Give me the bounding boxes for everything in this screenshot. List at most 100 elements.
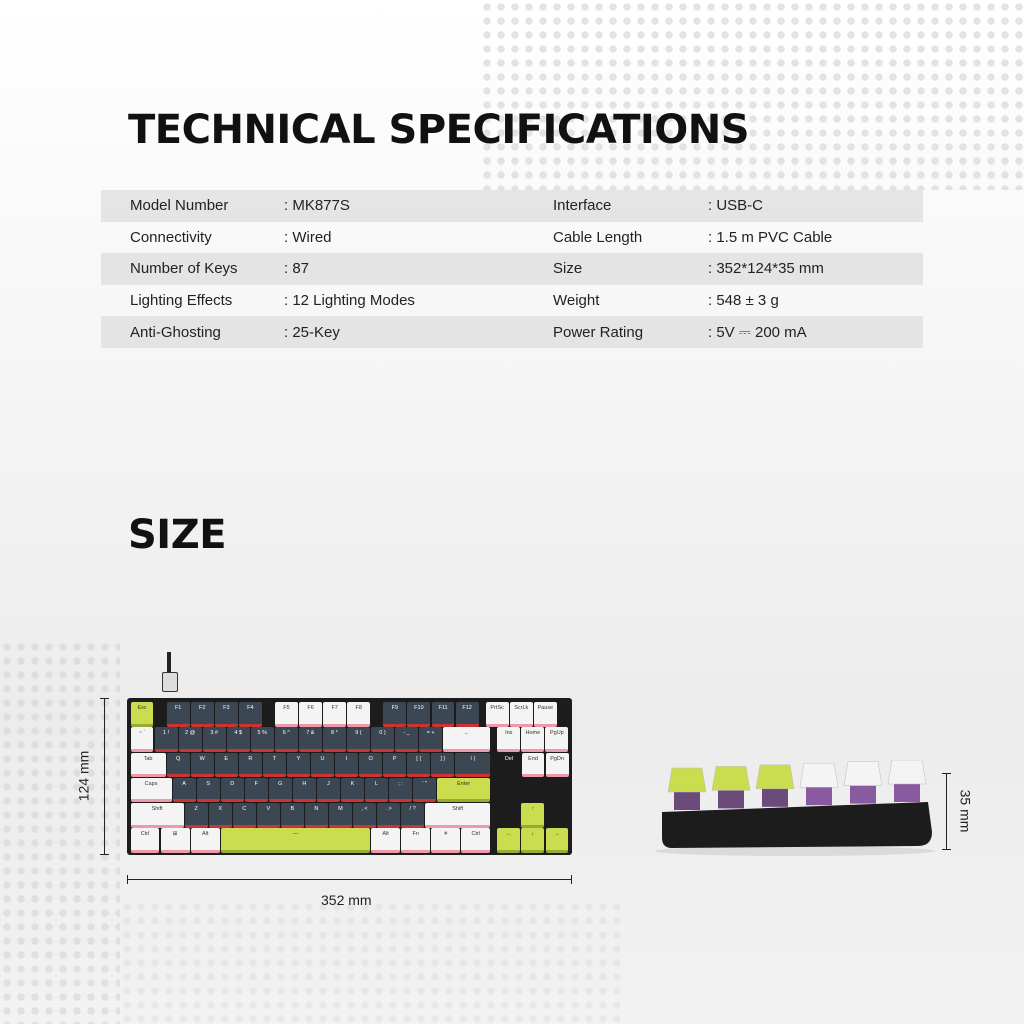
keycap-side [667,767,707,793]
keycap: F5 [275,702,298,727]
keycap: X [208,803,232,828]
keycap: F8 [347,702,371,727]
key-gap [491,727,496,752]
keycap: - _ [395,727,418,752]
keyboard-row: Tab Q W E R T Y U I O P[ {] } \ | Del End PgDn [130,752,569,778]
key-gap [155,702,166,727]
key-gap [491,778,496,803]
keycap: L [365,777,388,803]
decorative-dots [0,640,120,1024]
keycap-side [843,761,883,786]
keycap: 5 % [250,727,274,752]
spec-label-right: Size [553,260,583,278]
keycap: Pause [533,702,557,727]
keycap: Shift [130,803,184,828]
keycap: PgUp [545,727,569,752]
keycap: H [292,777,316,803]
keycap: Ins [497,727,521,752]
key-gap [491,803,520,828]
switch [718,788,744,809]
keycap: — [220,828,370,853]
size-title: SIZE [128,512,227,558]
keycap: D [220,777,244,803]
key-gap [480,702,485,727]
keycap: F7 [323,702,347,727]
keycap: ← [497,828,521,853]
keycap: / ? [401,803,425,828]
keycap: Q [166,752,190,778]
dim-tick [100,854,109,855]
dim-tick [571,875,572,884]
decorative-dots [480,0,1024,190]
spec-row: Number of Keys: 87 Size: 352*124*35 mm [101,253,923,285]
key-gap [263,702,274,727]
decorative-dots [120,900,620,1024]
spec-label: Model Number [130,197,229,215]
keycap: ; : [389,777,412,803]
spec-label: Anti-Ghosting [130,323,221,341]
keycap: PgDn [545,752,569,778]
width-dimension-line [127,879,572,880]
keycap: ' " [413,777,437,803]
keycap: Caps [130,777,172,803]
keycap: F11 [431,702,455,727]
keycap: PrtSc [485,702,509,727]
keycap: F2 [190,702,214,727]
keycap: ~ ` [130,727,154,752]
spec-label-right: Cable Length [553,228,643,246]
keycap: J [316,777,340,803]
keycap: Shift [425,803,491,828]
keyboard-side-view [655,760,935,856]
keycap: Fn [401,828,431,853]
keycap: 2 @ [178,727,202,752]
spec-value-right: : 5V ⎓ 200 mA [708,323,807,341]
keycap: ↑ [521,803,545,828]
key-gap [491,828,496,853]
keyboard-row: ~ ` 1 ! 2 @3 #4 $5 % 6 ^ 7 & 8 * 9 (0 ) - _ = + ←… [130,727,569,752]
keycap: ↓ [521,828,545,853]
keycap: ⊞ [160,828,190,853]
keycap: F9 [383,702,407,727]
spec-value: : 25-Key [284,323,340,341]
keycap: P [383,752,407,778]
keycap: Del [504,755,514,762]
spec-label-right: Weight [553,292,600,310]
keycap: F3 [214,702,238,727]
keycap: F10 [407,702,431,727]
keycap: M [329,803,352,828]
keycap: Alt [190,828,220,853]
keycap: B [280,803,304,828]
spec-label-right: Interface [553,197,612,215]
keycap: V [256,803,280,828]
height-dimension-line [946,773,947,850]
keycap: E [214,752,238,778]
keycap: F [244,777,268,803]
keycap: Alt [371,828,401,853]
key-gap [492,753,497,778]
spec-row: Anti-Ghosting: 25-Key Power Rating: 5V ⎓ … [101,316,923,348]
spec-row: Model Number : MK877S Interface : USB-C [101,190,923,222]
keycap: ☀ [431,828,461,853]
keycap-side [755,764,795,790]
keycap: O [359,752,383,778]
keycap: ] } [431,752,455,778]
spec-label: Lighting Effects [130,292,233,310]
usb-cable [167,652,171,674]
keycap: Home [521,727,545,752]
spec-value-right: : USB-C [708,197,764,215]
spec-value-right: : 1.5 m PVC Cable [708,228,833,246]
switch [674,790,700,810]
switch [762,786,788,807]
spec-value: : MK877S [284,197,350,215]
spec-label: Number of Keys [130,260,238,278]
keycap: S [196,777,220,803]
keycap: F12 [455,702,479,727]
keycap: T [262,752,286,778]
spec-value: : 12 Lighting Modes [284,292,415,310]
spec-value-right: : 548 ± 3 g [708,292,779,310]
keycap: K [341,777,364,803]
keycap: Ctrl [130,828,160,853]
key-gap [546,803,569,828]
keycap: . > [377,803,400,828]
switch [806,785,832,806]
